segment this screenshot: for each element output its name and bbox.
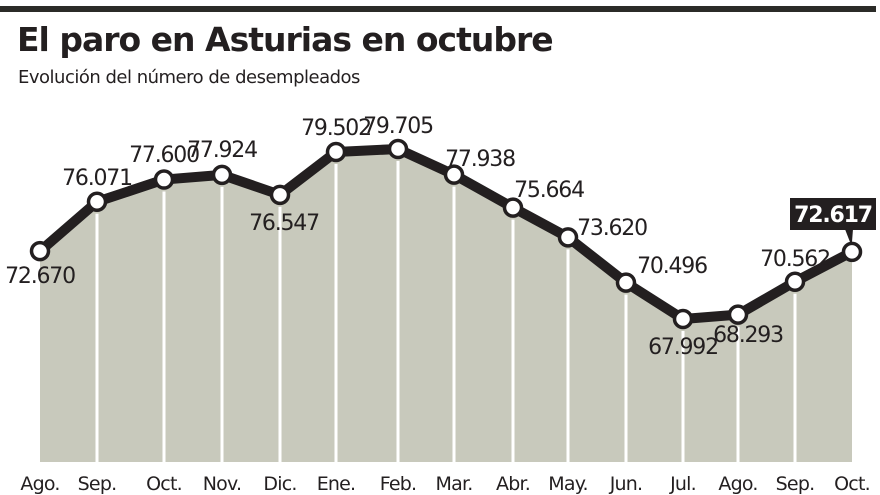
data-point-marker xyxy=(443,164,465,185)
value-label: 77.600 xyxy=(129,143,199,168)
x-axis-tick-label: Jun. xyxy=(609,473,643,495)
value-label: 79.502 xyxy=(301,116,371,141)
value-label: 76.071 xyxy=(62,166,132,191)
value-label: 73.620 xyxy=(577,216,647,241)
value-label: 76.547 xyxy=(249,211,319,236)
chart-subtitle: Evolución del número de desempleados xyxy=(18,67,360,88)
column-separators xyxy=(95,161,797,462)
data-point-marker xyxy=(153,169,175,190)
x-axis-tick-label: Sep. xyxy=(78,473,117,495)
data-point-marker xyxy=(784,271,806,292)
highlight-value: 72.617 xyxy=(794,203,872,228)
x-axis-tick-label: May. xyxy=(548,473,587,495)
value-label: 77.924 xyxy=(187,138,257,163)
value-label: 67.992 xyxy=(648,335,718,360)
data-point-marker xyxy=(672,308,694,330)
x-axis-tick-label: Ago. xyxy=(718,473,757,495)
data-point-marker xyxy=(502,197,524,218)
data-point-marker xyxy=(557,227,579,248)
highlight-box xyxy=(790,198,876,230)
data-point-marker xyxy=(615,272,637,293)
data-point-marker xyxy=(29,240,51,262)
data-point-marker xyxy=(269,184,291,206)
value-label: 75.664 xyxy=(514,178,584,203)
x-axis-tick-label: Ene. xyxy=(317,473,356,495)
x-axis-tick-label: Oct. xyxy=(146,473,182,495)
data-point-marker xyxy=(387,138,409,160)
x-axis-tick-label: Feb. xyxy=(380,473,416,495)
highlight-callout: 72.617 xyxy=(790,198,876,243)
value-label: 70.496 xyxy=(637,254,707,279)
x-axis-tick-label: Mar. xyxy=(436,473,473,495)
value-label: 70.562 xyxy=(760,247,830,272)
data-point-marker xyxy=(727,304,749,325)
x-axis-tick-label: Oct. xyxy=(834,473,870,495)
area-fill-shape xyxy=(40,149,852,462)
highlight-pointer xyxy=(844,228,854,243)
area-fill xyxy=(40,149,852,462)
x-axis-tick-label: Jul. xyxy=(669,473,696,495)
data-point-marker xyxy=(211,164,233,186)
x-axis-labels: Ago. Sep. Oct. Nov. Dic. Ene. Feb. Mar. Abr. May.… xyxy=(20,473,870,495)
data-point-marker xyxy=(325,141,347,163)
x-axis-tick-label: Ago. xyxy=(20,473,59,495)
data-point-marker xyxy=(86,191,108,212)
x-axis-tick-label: Nov. xyxy=(203,473,241,495)
x-axis-tick-label: Sep. xyxy=(776,473,815,495)
value-label: 79.705 xyxy=(363,114,433,139)
value-label: 77.938 xyxy=(445,147,515,172)
top-rule xyxy=(0,6,876,12)
data-markers xyxy=(29,138,863,330)
value-label: 68.293 xyxy=(713,323,783,348)
chart-title: El paro en Asturias en octubre xyxy=(17,20,554,59)
data-point-marker xyxy=(841,241,863,263)
x-axis-tick-label: Abr. xyxy=(496,473,530,495)
x-axis-tick-label: Dic. xyxy=(263,473,296,495)
value-label: 72.670 xyxy=(5,264,75,289)
